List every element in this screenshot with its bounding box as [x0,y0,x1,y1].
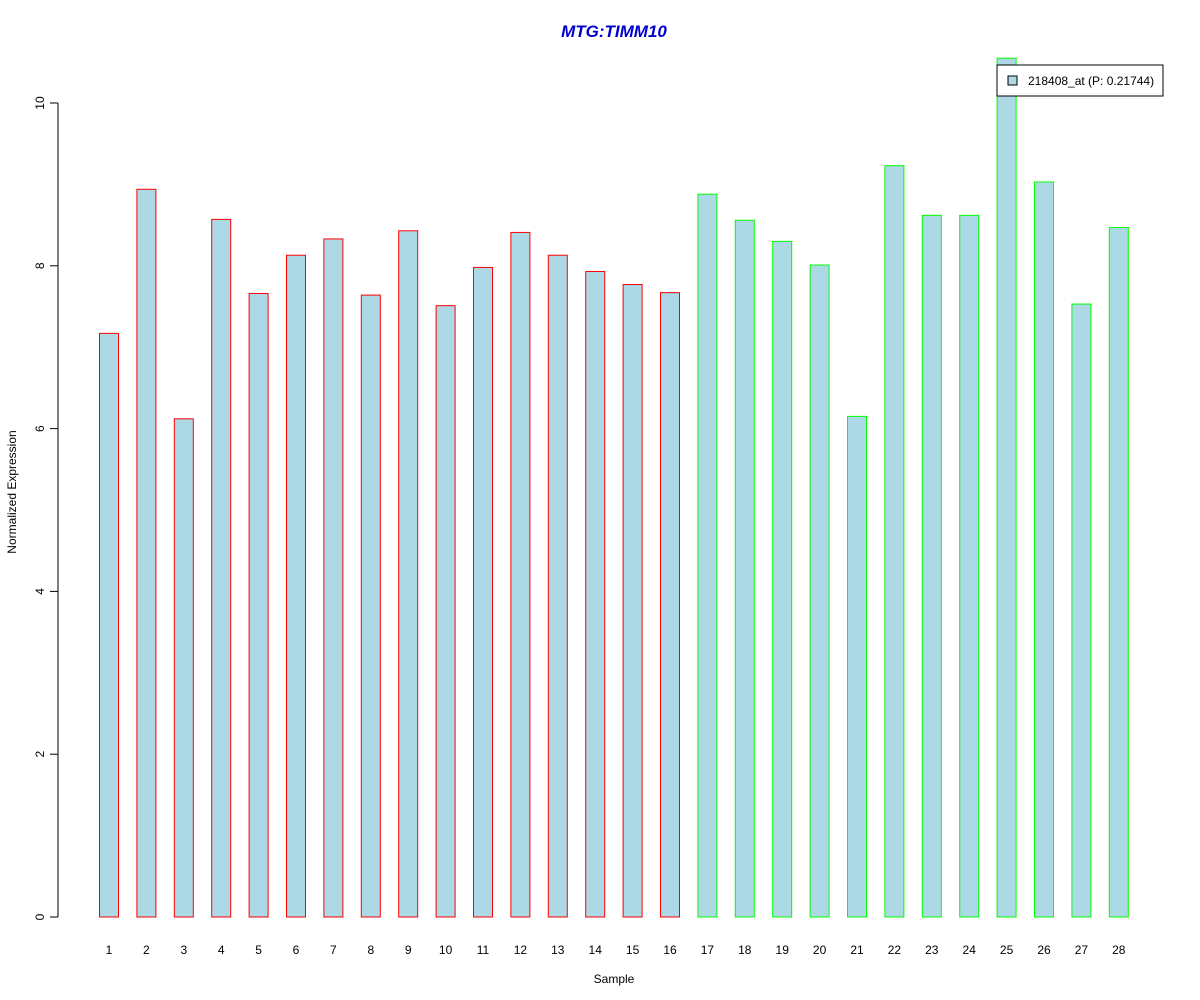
y-axis: 0 2 4 6 8 10 [33,96,59,920]
x-axis-label: Sample [594,972,635,986]
bar [99,332,119,918]
x-tick-label: 2 [143,943,150,957]
x-tick-label: 18 [738,943,752,957]
x-tick-label: 11 [477,943,490,957]
bar [884,165,905,918]
bar [847,415,867,918]
bar [772,240,793,918]
chart-title: MTG:TIMM10 [561,22,667,41]
x-tick-label: 26 [1037,943,1051,957]
bar [510,231,531,918]
x-tick-label: 9 [405,943,412,957]
x-tick-label: 10 [439,943,453,957]
y-tick-label: 8 [33,262,47,269]
bar [398,230,419,918]
legend-box [996,64,1164,97]
x-tick-labels: 1 2 3 4 5 6 7 8 9 10 11 12 13 14 15 16 17 18 19 20 21 22 23 24 2… [106,943,1126,957]
x-tick-label: 19 [776,943,790,957]
x-tick-label: 25 [1000,943,1014,957]
x-tick-label: 12 [514,943,528,957]
x-tick-label: 3 [180,943,187,957]
x-tick-label: 24 [963,943,977,957]
x-tick-label: 14 [589,943,603,957]
x-tick-label: 21 [850,943,864,957]
bar [286,254,306,918]
y-tick-label: 10 [33,96,47,110]
bar [473,266,493,918]
bar [360,294,381,918]
bar [435,305,456,918]
bar [136,188,157,918]
y-axis-label: Normalized Expression [5,430,19,553]
y-tick-label: 0 [33,913,47,920]
x-tick-label: 1 [106,943,113,957]
legend-swatch [1007,75,1018,86]
legend-label: 218408_at (P: 0.21744) [1028,74,1154,88]
x-tick-label: 17 [701,943,715,957]
bar [585,270,606,918]
bar [1108,227,1129,918]
bar [809,264,830,918]
x-tick-label: 13 [551,943,565,957]
x-tick-label: 28 [1112,943,1126,957]
bars [99,57,1129,918]
bar [248,292,269,918]
y-tick-label: 4 [33,588,47,595]
bar [697,193,718,918]
bar [622,284,643,918]
x-tick-label: 4 [218,943,225,957]
x-tick-label: 7 [330,943,337,957]
x-tick-label: 22 [888,943,902,957]
bar [323,238,344,918]
bar [959,214,980,918]
x-tick-label: 16 [663,943,677,957]
bar [547,254,568,918]
bar [660,292,680,918]
y-tick-label: 6 [33,425,47,432]
bar [1071,303,1092,918]
x-tick-label: 27 [1075,943,1089,957]
x-tick-label: 20 [813,943,827,957]
x-tick-label: 15 [626,943,640,957]
x-tick-label: 5 [255,943,262,957]
bar [1034,181,1054,918]
x-tick-label: 8 [367,943,374,957]
y-tick-label: 2 [33,751,47,758]
legend: 218408_at (P: 0.21744) [996,64,1164,97]
bar [734,219,755,918]
bar [211,218,232,918]
bar [996,57,1017,918]
bar [173,418,194,918]
bar [921,214,942,918]
x-tick-label: 23 [925,943,939,957]
x-tick-label: 6 [293,943,300,957]
